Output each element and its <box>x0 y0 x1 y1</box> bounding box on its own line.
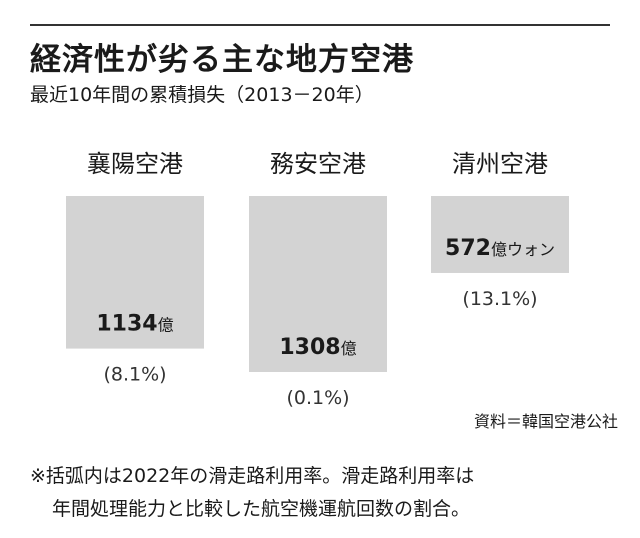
bar <box>431 196 569 273</box>
footnote-line-2: 年間処理能力と比較した航空機運航回数の割合。 <box>52 498 471 520</box>
category-label: 務安空港 <box>270 150 366 178</box>
category-label: 襄陽空港 <box>87 150 183 178</box>
utilization-label: (0.1%) <box>286 387 349 409</box>
category-label: 清州空港 <box>452 150 548 178</box>
footnote-line-1: ※括弧内は2022年の滑走路利用率。滑走路利用率は <box>30 465 475 487</box>
footnote: ※括弧内は2022年の滑走路利用率。滑走路利用率は 年間処理能力と比較した航空機… <box>30 460 474 526</box>
chart-subtitle: 最近10年間の累積損失（2013－20年） <box>30 84 374 106</box>
bar <box>66 196 204 349</box>
chart-title: 経済性が劣る主な地方空港 <box>30 42 414 78</box>
top-rule <box>30 24 610 26</box>
utilization-label: (8.1%) <box>103 364 166 386</box>
source-note: 資料＝韓国空港公社 <box>473 412 618 431</box>
value-label: 1308億 <box>279 335 356 360</box>
bar <box>249 196 387 372</box>
value-label: 1134億 <box>96 312 173 337</box>
value-label: 572億ウォン <box>445 236 555 261</box>
utilization-label: (13.1%) <box>462 288 537 310</box>
bar-chart: 襄陽空港 1134億 (8.1%) 務安空港 1308億 (0.1%) 清州空港 572億ウォ… <box>66 150 569 409</box>
